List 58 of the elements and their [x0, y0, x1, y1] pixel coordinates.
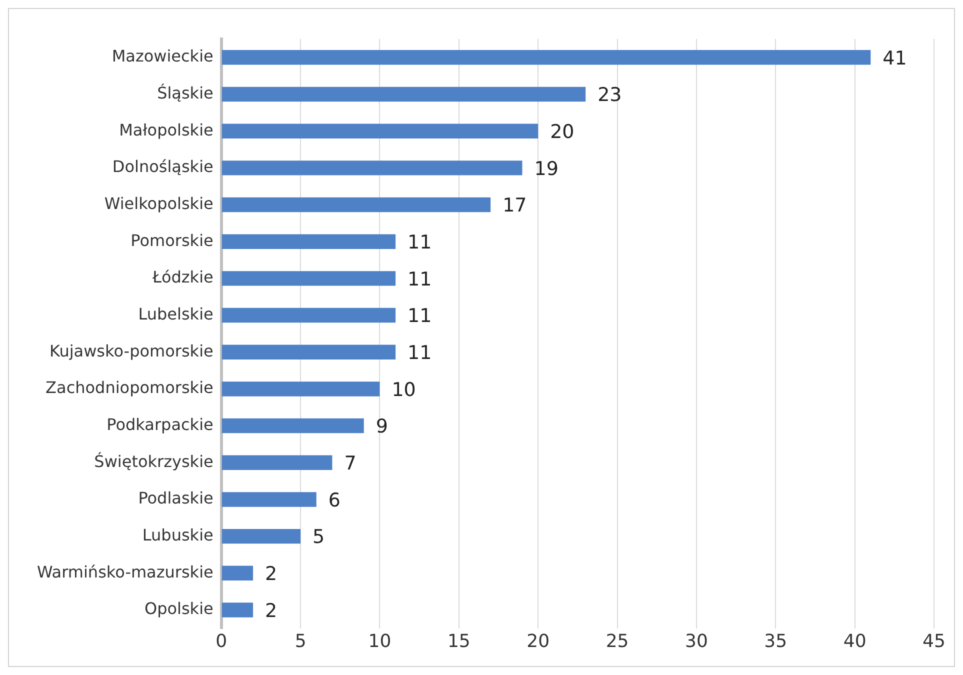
bar: [222, 528, 301, 544]
x-tick-label: 25: [606, 630, 629, 652]
bar: [222, 455, 332, 470]
bar: [222, 492, 316, 507]
x-tick-label: 30: [685, 630, 708, 652]
x-tick-label: 5: [294, 630, 306, 652]
data-label: 6: [328, 489, 340, 512]
y-tick-label: Podkarpackie: [106, 414, 214, 434]
bar: [222, 418, 364, 434]
data-label: 11: [408, 232, 432, 254]
y-tick-label: Opolskie: [144, 599, 214, 618]
bar: [222, 602, 254, 618]
bar: [222, 308, 396, 323]
bar: [222, 382, 380, 396]
bar: [222, 124, 538, 138]
y-tick-label: Lubelskie: [138, 304, 214, 324]
y-tick-label: Małopolskie: [119, 120, 214, 140]
data-label: 17: [502, 194, 527, 217]
y-tick-label: Dolnośląskie: [112, 157, 214, 176]
data-label: 23: [598, 84, 622, 106]
y-tick-label: Pomorskie: [130, 230, 214, 250]
x-tick-label: 0: [216, 630, 228, 652]
y-tick-label: Kujawsko-pomorskie: [50, 341, 214, 360]
x-tick-label: 40: [843, 630, 866, 652]
bar: [222, 160, 522, 176]
data-label: 5: [312, 526, 325, 548]
y-tick-label: Wielkopolskie: [104, 194, 214, 213]
bar: [222, 234, 396, 249]
y-tick-label: Świętokrzyskie: [94, 452, 214, 471]
data-label: 20: [550, 121, 574, 144]
x-tick-label: 20: [526, 630, 550, 652]
bar: [222, 197, 491, 212]
bar: [222, 271, 396, 286]
data-label: 11: [408, 342, 432, 364]
bar: [222, 50, 871, 65]
y-tick-label: Zachodniopomorskie: [46, 378, 214, 398]
data-label: 10: [392, 378, 416, 401]
bar: [222, 344, 396, 360]
y-tick-label: Podlaskie: [138, 488, 214, 508]
data-label: 11: [408, 305, 432, 328]
data-label: 2: [265, 600, 278, 622]
data-label: 2: [265, 563, 278, 586]
data-label: 7: [344, 452, 356, 475]
data-label: 19: [534, 158, 558, 180]
data-label: 9: [376, 416, 388, 438]
y-tick-label: Śląskie: [157, 83, 214, 102]
data-label: 41: [882, 47, 907, 70]
y-tick-label: Mazowieckie: [112, 46, 214, 66]
y-tick-label: Warmińsko-mazurskie: [37, 562, 214, 582]
x-tick-label: 45: [922, 630, 946, 652]
y-tick-label: Lubuskie: [142, 525, 214, 544]
y-tick-label: Łódzkie: [151, 268, 214, 287]
bar: [222, 86, 586, 102]
x-tick-label: 10: [368, 630, 392, 652]
x-tick-label: 15: [447, 630, 470, 652]
x-tick-label: 35: [764, 630, 788, 652]
bar: [222, 566, 254, 581]
data-label: 11: [408, 268, 432, 290]
